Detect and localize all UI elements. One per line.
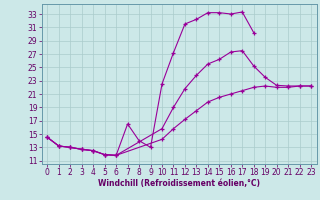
X-axis label: Windchill (Refroidissement éolien,°C): Windchill (Refroidissement éolien,°C) [98, 179, 260, 188]
